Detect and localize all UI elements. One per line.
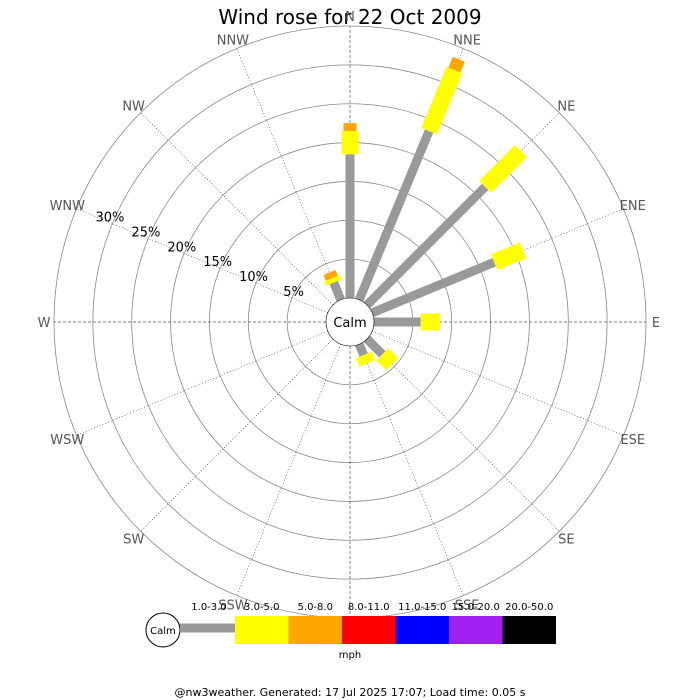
- petal-sse-bin-1: [355, 342, 368, 357]
- dir-label-nw: NW: [122, 100, 145, 115]
- spoke-wnw: [76, 208, 328, 314]
- petal-ne-bin-1: [363, 183, 489, 309]
- spoke-ssw: [236, 344, 342, 596]
- dir-label-ne: NE: [557, 100, 575, 115]
- legend-label-1: 1.0-3.0: [191, 602, 226, 613]
- dir-label-ene: ENE: [620, 199, 646, 214]
- petal-nnw-bin-2: [324, 275, 342, 286]
- spoke-ese: [372, 330, 624, 436]
- dir-label-wsw: WSW: [50, 433, 84, 448]
- petal-nnw-bin-1: [329, 280, 345, 302]
- grid-ring-6: [92, 64, 608, 580]
- spoke-sw: [140, 338, 334, 532]
- petal-nne-bin-1: [355, 129, 434, 302]
- calm-circle: [325, 297, 375, 347]
- dir-label-e: E: [652, 316, 660, 331]
- dir-label-wnw: WNW: [50, 199, 86, 214]
- ring-label-6: 30%: [96, 211, 125, 226]
- legend-label-3: 5.0-8.0: [298, 602, 333, 613]
- ring-label-4: 20%: [167, 240, 196, 255]
- speed-legend: Calm mph 1.0-3.0 3.0-5.0 5.0-8.0 8.0-11.0 11…: [145, 602, 556, 661]
- grid-ring-5: [131, 103, 569, 541]
- dir-label-ssw: SSW: [218, 599, 248, 614]
- direction-labels: NNNENEENEEESESESSESSSWSWWSWWWNWNWNNW: [38, 10, 661, 637]
- legend-label-7: 20.0-50.0: [505, 602, 553, 613]
- spoke-wsw: [76, 330, 328, 436]
- legend-swatch-2: [235, 616, 289, 644]
- petal-ne-bin-2: [479, 145, 527, 193]
- dir-label-n: N: [345, 10, 355, 25]
- dir-label-w: W: [38, 316, 51, 331]
- wind-petals: [323, 56, 527, 371]
- petal-nne-bin-2: [421, 66, 463, 135]
- dir-label-se: SE: [558, 532, 574, 547]
- spoke-se: [366, 338, 560, 532]
- legend-label-6: 15.0-20.0: [452, 602, 500, 613]
- legend-swatch-3: [288, 616, 342, 644]
- dir-label-sw: SW: [123, 532, 144, 547]
- dir-label-nnw: NNW: [217, 33, 249, 48]
- petal-ene-bin-1: [370, 258, 496, 317]
- legend-label-2: 3.0-5.0: [244, 602, 279, 613]
- spoke-nw: [140, 112, 334, 306]
- spoke-sse: [358, 344, 464, 596]
- calm-label: Calm: [333, 316, 366, 331]
- petal-se-bin-2: [376, 348, 399, 371]
- dir-label-ese: ESE: [620, 433, 645, 448]
- petal-se-bin-1: [363, 335, 386, 358]
- petal-ene-bin-2: [490, 242, 527, 271]
- ring-labels: 5% 10% 15% 20% 25% 30%: [96, 211, 304, 300]
- legend-calm-label: Calm: [150, 626, 176, 637]
- ring-label-1: 5%: [283, 285, 304, 300]
- dir-label-sse: SSE: [455, 599, 480, 614]
- legend-swatch-7: [502, 616, 556, 644]
- legend-label-5: 11.0-15.0: [398, 602, 446, 613]
- petal-nne-bin-3: [448, 56, 465, 73]
- petal-nnw-bin-3: [323, 270, 338, 281]
- legend-label-4: 8.0-11.0: [348, 602, 390, 613]
- legend-swatch-6: [449, 616, 503, 644]
- footer-text: @nw3weather. Generated: 17 Jul 2025 17:0…: [175, 686, 526, 699]
- spoke-nnw: [236, 48, 342, 300]
- ring-label-3: 15%: [203, 255, 232, 270]
- chart-title: Wind rose for 22 Oct 2009: [218, 5, 481, 29]
- legend-unit: mph: [339, 650, 361, 661]
- dir-label-nne: NNE: [453, 33, 481, 48]
- ring-label-5: 25%: [131, 225, 160, 240]
- ring-label-2: 10%: [239, 270, 268, 285]
- legend-swatch-4: [342, 616, 396, 644]
- legend-swatch-5: [395, 616, 449, 644]
- petal-sse-bin-2: [355, 351, 376, 367]
